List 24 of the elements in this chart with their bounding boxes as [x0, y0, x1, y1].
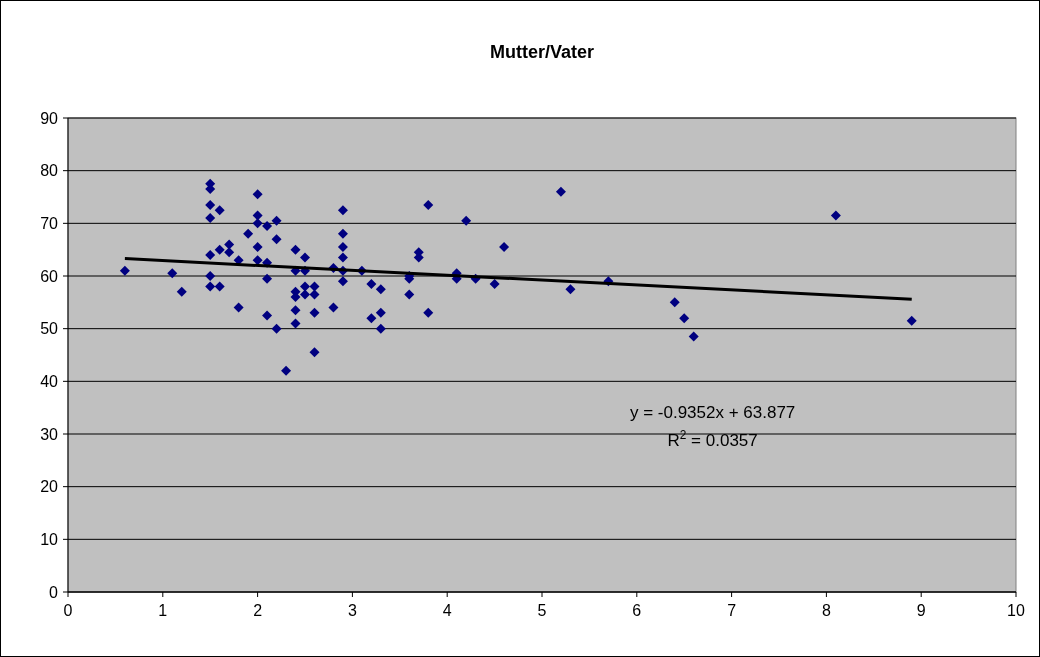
x-tick-label: 10: [1007, 602, 1025, 619]
x-tick-label: 7: [727, 602, 737, 619]
chart-title: Mutter/Vater: [489, 42, 595, 62]
x-tick-label: 2: [253, 602, 263, 619]
y-tick-label: 90: [40, 109, 59, 127]
x-tick-label: 8: [821, 602, 831, 619]
y-tick-label: 50: [40, 320, 59, 338]
y-tick-label: 0: [49, 583, 59, 601]
y-tick-label: 30: [40, 425, 59, 443]
x-tick-label: 5: [537, 602, 547, 619]
y-tick-label: 60: [40, 267, 59, 285]
x-tick-label: 6: [632, 602, 642, 619]
x-tick-label: 4: [442, 602, 452, 619]
annotation: y = -0.9352x + 63.877: [629, 403, 796, 423]
x-tick-label: 0: [63, 602, 73, 619]
y-tick-label: 20: [40, 478, 59, 496]
x-tick-label: 1: [158, 602, 168, 619]
y-tick-label: 80: [40, 162, 59, 180]
y-tick-label: 40: [40, 372, 59, 390]
y-tick-label: 10: [40, 530, 59, 548]
x-tick-label: 9: [916, 602, 926, 619]
annotation: R$^{2}$ = 0.0357: [667, 428, 758, 451]
y-tick-label: 70: [40, 214, 59, 232]
x-tick-label: 3: [347, 602, 357, 619]
